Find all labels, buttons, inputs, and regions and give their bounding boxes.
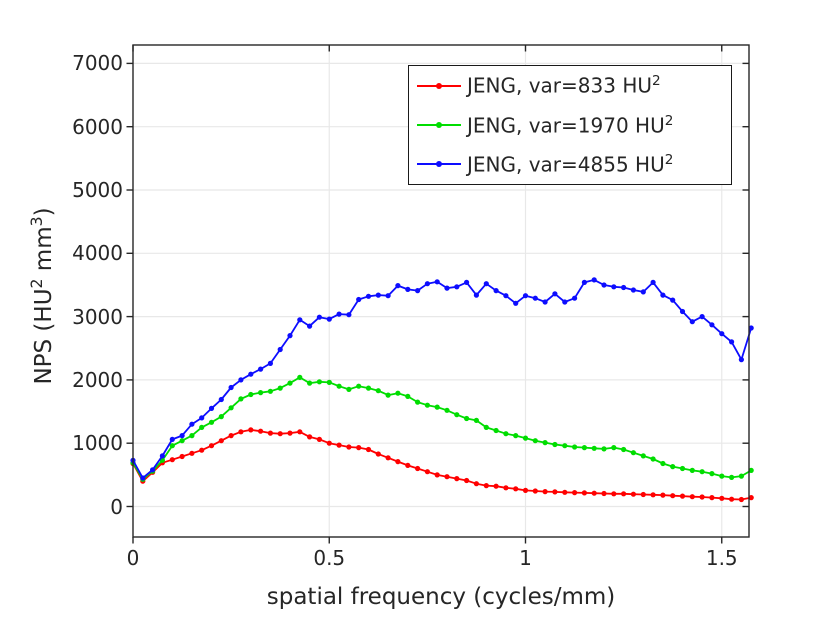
y-axis-title: NPS (HU2 mm3) bbox=[27, 207, 57, 384]
x-axis-title: spatial frequency (cycles/mm) bbox=[266, 584, 616, 610]
y-tick-label: 5000 bbox=[72, 178, 123, 202]
y-tick-label: 1000 bbox=[72, 431, 123, 456]
legend: JENG, var=833 HU2 JENG, var=1970 HU2 JEN… bbox=[408, 65, 732, 185]
y-tick-label: 0 bbox=[110, 494, 123, 519]
x-tick-label: 0 bbox=[126, 546, 140, 570]
y-tick-label: 6000 bbox=[72, 114, 123, 139]
legend-label: JENG, var=4855 HU2 bbox=[467, 151, 674, 177]
legend-line-green bbox=[417, 121, 461, 128]
legend-item: JENG, var=1970 HU2 bbox=[409, 112, 731, 138]
legend-label: JENG, var=833 HU2 bbox=[467, 73, 661, 98]
x-tick-label: 1.5 bbox=[705, 546, 738, 570]
y-tick-label: 3000 bbox=[72, 304, 123, 329]
y-axis-title-sup2: 2 bbox=[27, 278, 47, 289]
x-tick-label: 0.5 bbox=[313, 546, 346, 570]
legend-line-red bbox=[417, 82, 461, 89]
legend-item: JENG, var=833 HU2 bbox=[409, 73, 731, 98]
y-axis-title-text: ) bbox=[30, 207, 57, 217]
y-tick-label: 7000 bbox=[72, 51, 123, 76]
x-tick-label: 1 bbox=[519, 546, 532, 570]
legend-line-blue bbox=[417, 161, 461, 168]
y-tick-label: 4000 bbox=[72, 241, 123, 266]
legend-label: JENG, var=1970 HU2 bbox=[467, 112, 674, 138]
legend-item: JENG, var=4855 HU2 bbox=[409, 152, 731, 177]
y-tick-label: 2000 bbox=[72, 367, 123, 392]
y-axis-title-sup3: 3 bbox=[27, 216, 47, 227]
